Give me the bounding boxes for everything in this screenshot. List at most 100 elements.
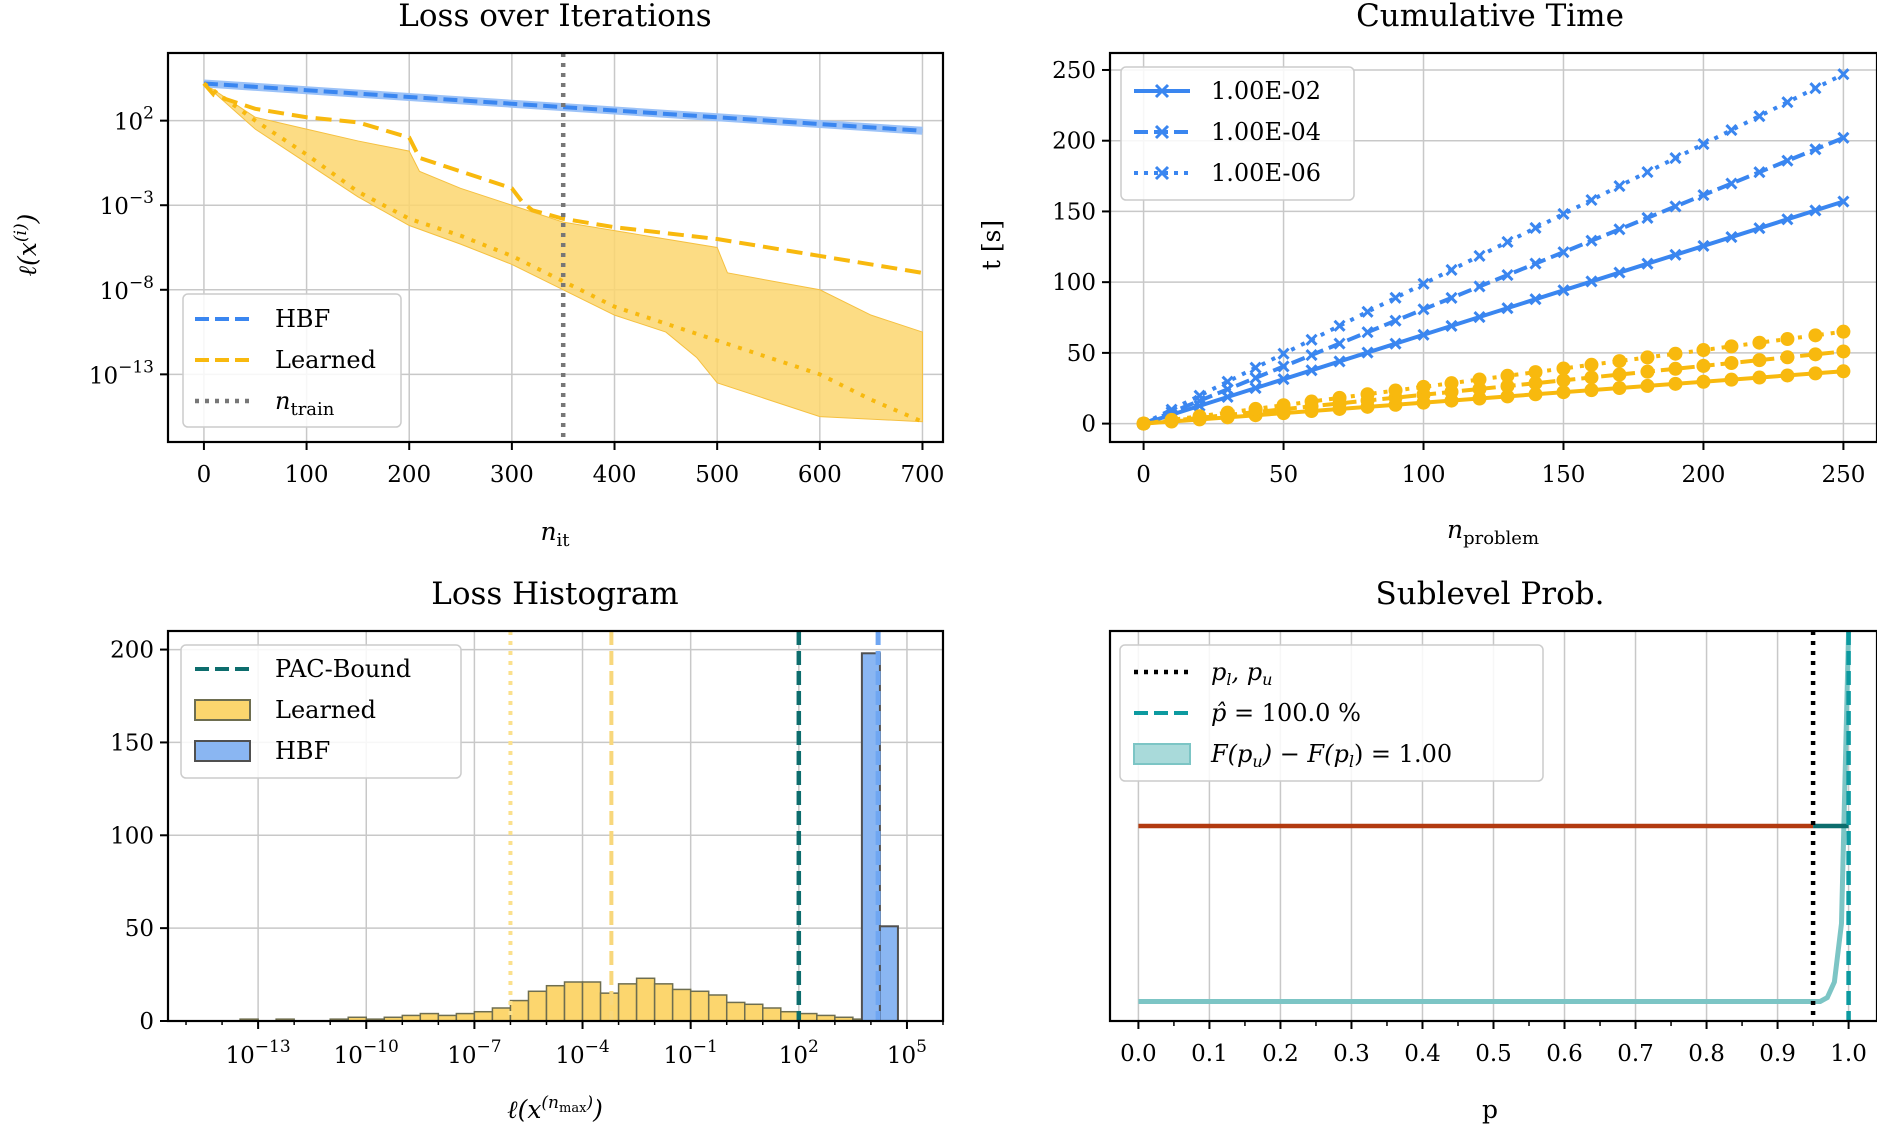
series-marker-dot	[1752, 353, 1767, 368]
series-marker-dot	[1696, 374, 1711, 389]
series-marker-dot	[1640, 378, 1655, 393]
series-marker-dot	[1500, 389, 1515, 404]
series-marker-dot	[1696, 343, 1711, 358]
chart2-xtick-label: 200	[1681, 462, 1725, 488]
chart1-ylabel: ℓ(x(i))	[11, 214, 42, 277]
legend-hbf-label: HBF	[275, 305, 330, 333]
learned-mean-line	[202, 82, 923, 275]
series-marker-x	[1585, 275, 1598, 288]
chart1-legend-box	[182, 293, 402, 428]
chart3-xtick-label: 10−7	[447, 1037, 501, 1069]
series-marker-x	[1473, 310, 1486, 324]
learned-hist-bar	[419, 1012, 440, 1021]
series-marker-x	[1837, 68, 1850, 81]
hbf-line	[203, 81, 923, 133]
learned-hist-bar	[617, 983, 638, 1021]
chart4-xtick-label: 0.6	[1546, 1041, 1583, 1067]
learned-hist-bar	[545, 984, 566, 1021]
series-marker-x	[1361, 346, 1374, 359]
series-marker-x	[1585, 234, 1598, 247]
learned-hist-bar	[509, 999, 530, 1021]
series-marker-dot	[1360, 387, 1375, 402]
chart1-xtick-label: 100	[285, 462, 329, 488]
learned-hist-bar	[635, 977, 656, 1021]
series-marker-x	[1417, 328, 1430, 341]
series-marker-x	[1837, 195, 1850, 208]
series-marker-dot	[1836, 344, 1851, 359]
series-marker-x	[1529, 293, 1542, 306]
series-marker-dot	[1780, 332, 1795, 347]
series-marker-x	[1445, 319, 1458, 332]
chart1-legend: HBF Learned ntrain	[182, 293, 402, 428]
series-marker-x	[1277, 373, 1290, 386]
series-marker-x	[1361, 326, 1374, 339]
chart1-ytick-label: 102	[114, 104, 154, 136]
series-marker-dot	[1304, 394, 1319, 409]
chart3-xtick-label: 10−1	[664, 1037, 718, 1069]
series-marker-x	[1669, 248, 1682, 261]
chart1-band-group	[203, 83, 923, 423]
chart-loss-histogram: 10−13 10−10 10−7 10−4 10−1 102 105 0 50 100 150 200…	[110, 576, 945, 1124]
series-marker-x	[1221, 375, 1234, 388]
series-marker-x	[1809, 143, 1822, 156]
chart2-ytick-label: 100	[1052, 270, 1096, 296]
chart4-xtick-label: 0.1	[1191, 1041, 1228, 1067]
series-marker-dot	[1556, 373, 1571, 388]
chart4-xlabel: p	[1482, 1095, 1498, 1124]
series-marker-x	[1641, 211, 1654, 224]
series-marker-dot	[1724, 372, 1739, 387]
series-marker-x	[1305, 333, 1318, 346]
learned-hist-bar	[473, 1010, 494, 1021]
learned-median-line	[202, 81, 924, 424]
series-marker-dot	[1836, 364, 1851, 379]
series-marker-dot	[1780, 350, 1795, 365]
series-marker-x	[1249, 371, 1262, 384]
series-marker-x	[1641, 257, 1654, 270]
chart3-xtick-label: 10−10	[334, 1037, 399, 1069]
learned-hist-bar	[671, 988, 692, 1021]
chart1-xtick-label: 0	[197, 462, 212, 488]
series-marker-x	[1165, 403, 1178, 416]
legend-learned-label: Learned	[275, 346, 376, 374]
learned-hist-bar	[780, 1010, 800, 1021]
legend-1e-02-label: 1.00E-02	[1211, 77, 1321, 105]
chart4-ticks: 0.0 0.1 0.2 0.3 0.4 0.5 0.6 0.7 0.8 0.9 1.0	[1120, 1021, 1867, 1067]
chart1-lines-group	[202, 53, 924, 442]
hbf-hist-bar	[878, 925, 899, 1021]
series-marker-x	[1557, 246, 1570, 259]
series-marker-dot	[1752, 335, 1767, 350]
learned-hist-bar	[689, 990, 710, 1021]
series-marker-dot	[1556, 385, 1571, 400]
series-marker-x	[1669, 152, 1682, 165]
chart1-xtick-label: 600	[798, 462, 842, 488]
chart4-xtick-label: 0.3	[1333, 1041, 1370, 1067]
chart1-ytick-label: 10−13	[89, 357, 154, 389]
chart-loss-over-iterations: 0 100 200 300 400 500 600 700 102 10−3 10−8 10−13 L…	[11, 0, 944, 551]
series-marker-dot	[1836, 324, 1851, 339]
series-marker-x	[1501, 235, 1514, 248]
series-marker-x	[1361, 305, 1374, 318]
chart2-xtick-label: 100	[1402, 462, 1446, 488]
chart2-lines-group	[1136, 68, 1851, 431]
chart2-ytick-label: 150	[1052, 199, 1096, 225]
series-marker-x	[1613, 223, 1626, 236]
series-marker-x	[1277, 347, 1290, 360]
series-marker-x	[1305, 364, 1318, 377]
learned-hist-bar	[707, 994, 728, 1021]
chart2-xtick-label: 250	[1821, 462, 1865, 488]
series-marker-x	[1557, 284, 1570, 297]
series-marker-x	[1333, 355, 1346, 368]
learned-hist-bar	[725, 1001, 746, 1021]
series-marker-x	[1529, 221, 1542, 235]
chart4-xtick-label: 0.5	[1475, 1041, 1512, 1067]
legend-cdf-label: F(pu) − F(pl) = 1.00	[1210, 740, 1452, 771]
series-marker-dot	[1248, 401, 1263, 416]
series-marker-x	[1501, 268, 1514, 282]
chart1-xtick-label: 200	[387, 462, 431, 488]
chart3-legend: PAC-Bound Learned HBF	[180, 644, 462, 779]
chart4-xtick-label: 0.7	[1617, 1041, 1654, 1067]
chart4-xtick-label: 0.2	[1262, 1041, 1299, 1067]
series-marker-dot	[1528, 376, 1543, 391]
series-line	[1143, 349, 1844, 426]
